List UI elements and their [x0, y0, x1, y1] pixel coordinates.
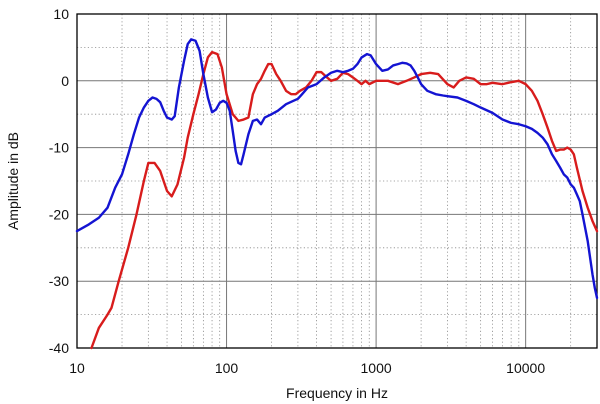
plot-frame: [76, 13, 598, 349]
y-tick-label: 10: [53, 6, 69, 22]
y-axis-label: Amplitude in dB: [5, 132, 21, 230]
x-tick-label: 100: [215, 360, 239, 376]
y-tick-label: -10: [49, 140, 69, 156]
y-tick-label: -40: [49, 340, 69, 356]
x-tick-label: 10000: [506, 360, 545, 376]
y-tick-label: -30: [49, 273, 69, 289]
y-tick-label: 0: [61, 73, 69, 89]
x-axis-label: Frequency in Hz: [286, 385, 388, 401]
x-tick-label: 1000: [361, 360, 392, 376]
y-tick-label: -20: [49, 206, 69, 222]
grid: [77, 14, 597, 348]
x-tick-label: 10: [69, 360, 85, 376]
series-line-2: [75, 38, 599, 300]
series-line-1: [90, 50, 599, 350]
series-layer: [75, 38, 599, 350]
